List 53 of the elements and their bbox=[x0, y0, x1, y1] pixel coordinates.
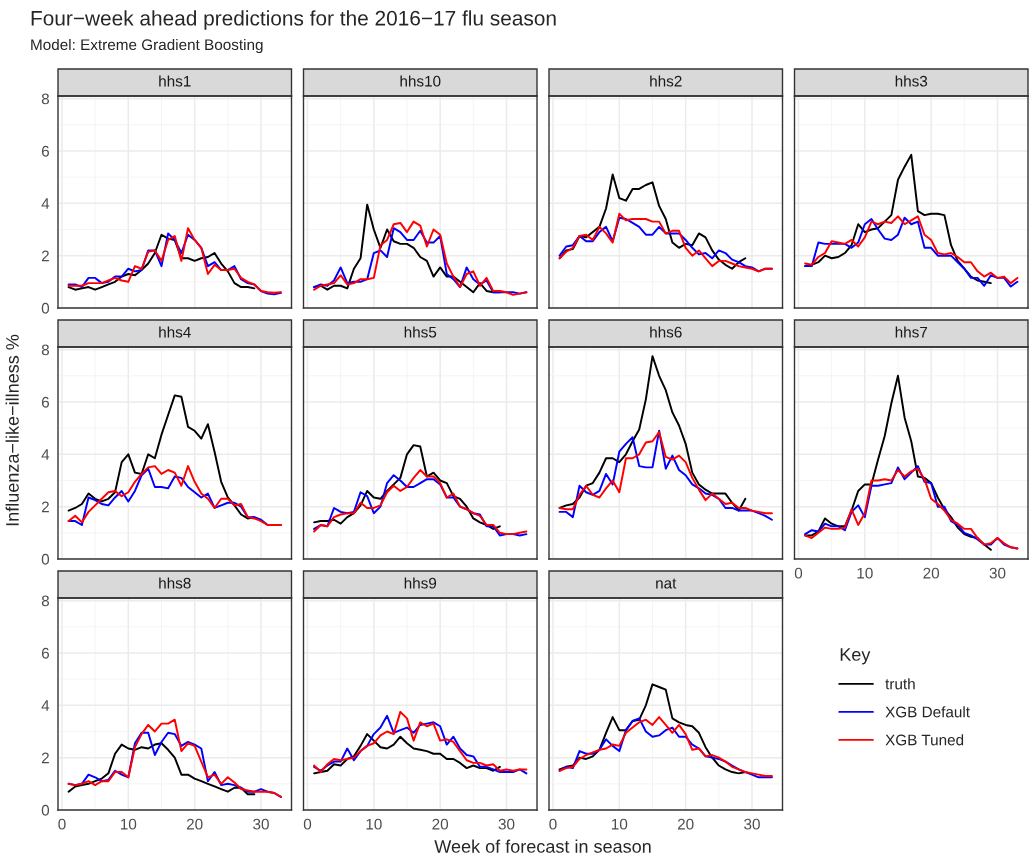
chart-title: hhs5 bbox=[404, 326, 437, 338]
chart-title: hhs6 bbox=[650, 326, 682, 338]
y-tick-label: 8 bbox=[41, 595, 49, 607]
y-tick-label: 4 bbox=[41, 700, 50, 711]
y-tick-label: 2 bbox=[41, 501, 49, 513]
chart-title: hhs1 bbox=[159, 75, 191, 87]
legend-title: Key bbox=[840, 648, 871, 665]
chart-title: hhs8 bbox=[159, 577, 191, 589]
chart-title: hhs9 bbox=[404, 577, 437, 589]
y-tick-label: 6 bbox=[41, 145, 49, 157]
y-tick-label: 8 bbox=[41, 93, 49, 105]
text: Four−week ahead predictions for the 2016−17 flu season bbox=[31, 10, 556, 30]
chart-title: hhs4 bbox=[159, 326, 191, 338]
y-tick-label: 0 bbox=[41, 804, 50, 816]
x-tick-label: 10 bbox=[857, 567, 873, 579]
x-tick-label: 0 bbox=[303, 818, 312, 830]
y-tick-label: 8 bbox=[41, 344, 49, 356]
x-tick-label: 20 bbox=[432, 818, 449, 830]
x-tick-label: 10 bbox=[366, 818, 382, 830]
y-tick-label: 0 bbox=[41, 302, 50, 314]
legend-label: truth bbox=[885, 678, 915, 690]
chart-title: hhs10 bbox=[400, 75, 441, 87]
chart-title: hhs2 bbox=[650, 75, 682, 87]
y-tick-label: 2 bbox=[41, 752, 49, 764]
y-axis-title: Influenza−like−illness % bbox=[5, 334, 19, 526]
x-tick-label: 0 bbox=[549, 818, 557, 830]
chart-title: nat bbox=[656, 578, 677, 589]
y-tick-label: 6 bbox=[41, 647, 49, 659]
x-tick-label: 20 bbox=[677, 818, 694, 830]
line-series bbox=[67, 742, 256, 796]
text: Model: Extreme Gradient Boosting bbox=[31, 38, 263, 54]
y-tick-label: 0 bbox=[41, 553, 50, 565]
legend-label: XGB Default bbox=[885, 706, 970, 718]
line-series bbox=[67, 233, 256, 291]
x-tick-label: 10 bbox=[120, 818, 137, 830]
x-tick-label: 0 bbox=[58, 818, 66, 830]
x-tick-label: 0 bbox=[794, 567, 803, 579]
x-tick-label: 20 bbox=[923, 567, 940, 579]
y-tick-label: 6 bbox=[41, 396, 49, 408]
y-tick-label: 2 bbox=[41, 250, 49, 262]
x-tick-label: 30 bbox=[498, 818, 515, 830]
x-axis-title: Week of forecast in season bbox=[434, 839, 651, 853]
line-series bbox=[67, 718, 282, 798]
x-tick-label: 10 bbox=[611, 818, 628, 830]
y-tick-label: 4 bbox=[41, 198, 50, 209]
x-tick-label: 30 bbox=[744, 818, 760, 830]
chart-title: hhs3 bbox=[895, 75, 928, 87]
legend-label: XGB Tuned bbox=[885, 734, 964, 746]
x-tick-label: 20 bbox=[186, 818, 203, 830]
y-tick-label: 4 bbox=[41, 449, 50, 460]
chart-title: hhs7 bbox=[895, 326, 928, 338]
x-tick-label: 30 bbox=[253, 818, 269, 830]
x-tick-label: 30 bbox=[989, 567, 1006, 579]
